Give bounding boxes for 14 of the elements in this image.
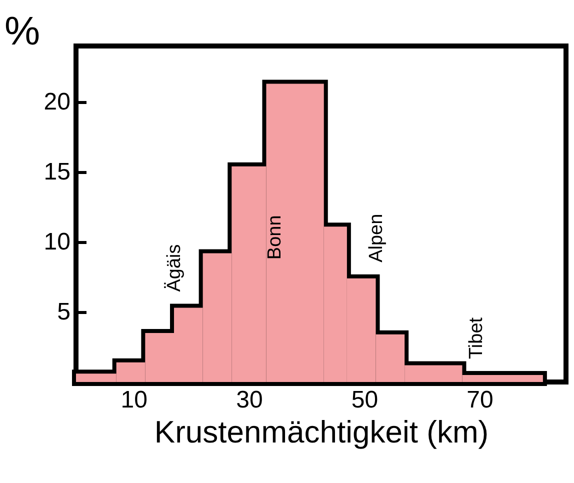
y-tick-label: 10 xyxy=(44,228,70,256)
y-tick-label: 20 xyxy=(44,88,70,116)
y-tick-label: 15 xyxy=(44,158,70,186)
annotation: Tibet xyxy=(466,316,488,359)
x-tick-label: 10 xyxy=(120,386,148,414)
annotation: Alpen xyxy=(366,214,387,262)
y-tick-label: 5 xyxy=(57,298,70,326)
x-axis-title: Krustenmächtigkeit (km) xyxy=(154,414,489,450)
x-tick-label: 30 xyxy=(236,386,263,414)
annotation: Bonn xyxy=(264,215,286,260)
x-tick-label: 70 xyxy=(466,386,494,414)
y-axis-title: % xyxy=(4,10,40,54)
x-tick-label: 50 xyxy=(351,386,378,414)
annotation: Ägäis xyxy=(164,244,185,292)
